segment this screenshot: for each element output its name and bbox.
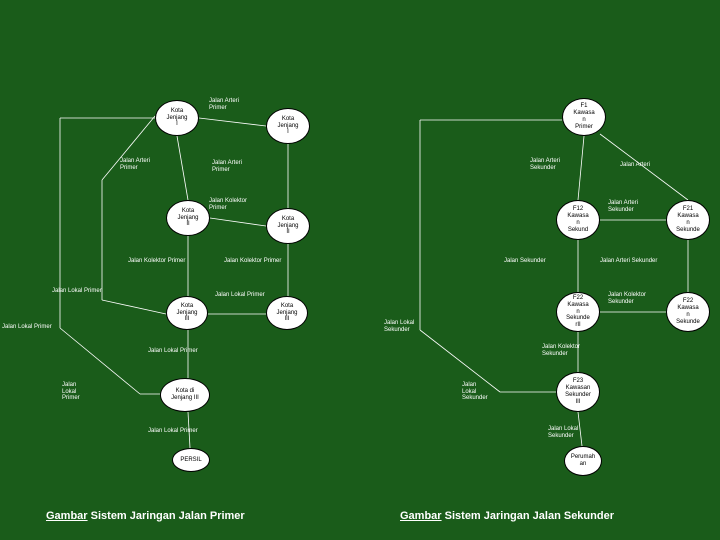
edge-label-e13: Jalan ArteriSekunder (530, 158, 560, 171)
edge-label-e12: Jalan Lokal Primer (148, 428, 198, 435)
node-l1b: KotaJenjangI (266, 108, 310, 144)
caption-prefix: Gambar (400, 510, 442, 522)
edge-label-e8: Jalan Lokal Primer (215, 292, 265, 299)
node-r24: Perumahan (564, 446, 602, 476)
node-r23: F23KawasanSekunderIII (556, 372, 600, 412)
caption-text: Sistem Jaringan Jalan Sekunder (445, 510, 614, 522)
node-l2: KotaJenjangII (166, 200, 210, 236)
node-l3: KotaJenjangIII (166, 296, 208, 330)
edge-label-e22: Jalan LokalSekunder (548, 426, 578, 439)
node-l3b: KotaJenjangIII (266, 296, 308, 330)
node-r22b: F22KawasanSekunde (666, 292, 710, 332)
node-r21b: F21KawasanSekunde (666, 200, 710, 240)
edge-label-e21: JalanLokalSekunder (462, 382, 488, 402)
edge-label-e11: JalanLokalPrimer (62, 382, 80, 402)
connector-layer (0, 0, 720, 540)
edge-label-e6: Jalan Kolektor Primer (224, 258, 281, 265)
caption-prefix: Gambar (46, 510, 88, 522)
caption-text: Sistem Jaringan Jalan Primer (91, 510, 245, 522)
node-r1: F1KawasanPrimer (562, 98, 606, 136)
node-r22: F22KawasanSekunderII (556, 292, 600, 332)
edge-label-e15: Jalan ArteriSekunder (608, 200, 638, 213)
node-l2b: KotaJenjangII (266, 208, 310, 244)
edge-label-e10: Jalan Lokal Primer (148, 348, 198, 355)
caption-primer: Gambar Sistem Jaringan Jalan Primer (46, 510, 245, 522)
edge-label-e9: Jalan Lokal Primer (2, 324, 52, 331)
edge-label-e16: Jalan Sekunder (504, 258, 546, 265)
edge-label-e19: Jalan LokalSekunder (384, 320, 414, 333)
edge-label-e17: Jalan Arteri Sekunder (600, 258, 657, 265)
node-l5: PERSIL (172, 448, 210, 472)
edge-label-e14: Jalan Arteri (620, 162, 650, 169)
edge-label-e1: Jalan ArteriPrimer (209, 98, 239, 111)
node-l1: KotaJenjangI (155, 100, 199, 136)
caption-sekunder: Gambar Sistem Jaringan Jalan Sekunder (400, 510, 614, 522)
node-r21: F12KawasanSekund (556, 200, 600, 240)
edge-label-e7: Jalan Lokal Primer (52, 288, 102, 295)
node-l4: Kota diJenjang III (160, 378, 210, 412)
edge-label-e4: Jalan KolektorPrimer (209, 198, 247, 211)
edge-label-e2: Jalan ArteriPrimer (120, 158, 150, 171)
edge-label-e20: Jalan KolektorSekunder (542, 344, 580, 357)
edge-label-e5: Jalan Kolektor Primer (128, 258, 185, 265)
edge-label-e3: Jalan ArteriPrimer (212, 160, 242, 173)
edge-label-e18: Jalan KolektorSekunder (608, 292, 646, 305)
